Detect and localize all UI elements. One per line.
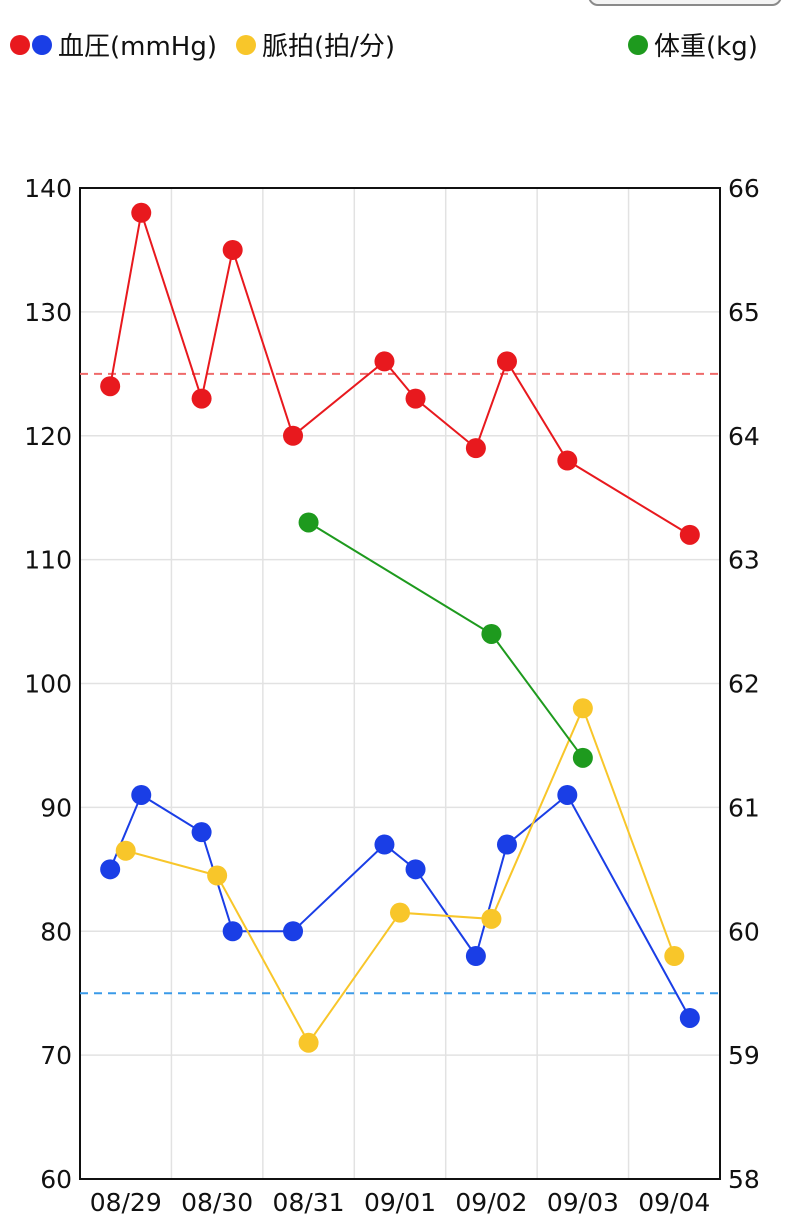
diastolic-data-point	[283, 921, 304, 942]
left-axis-tick-label: 140	[24, 174, 72, 203]
x-axis-tick-label: 09/02	[455, 1188, 527, 1215]
systolic-data-point	[374, 351, 395, 372]
pulse-data-point	[390, 902, 410, 923]
diastolic-data-point	[679, 1007, 700, 1028]
pulse-data-point	[664, 946, 685, 967]
right-axis-tick-label: 62	[728, 670, 760, 699]
systolic-data-point	[131, 202, 152, 223]
pulse-data-point	[207, 865, 228, 886]
left-axis-tick-label: 80	[40, 917, 72, 946]
diastolic-dot-icon	[32, 34, 52, 55]
weight-dot-icon	[628, 34, 648, 55]
weight-data-point	[298, 512, 319, 533]
right-axis-tick-label: 60	[728, 917, 760, 946]
diastolic-data-point	[374, 834, 395, 855]
systolic-data-point	[557, 450, 578, 471]
right-axis-tick-label: 65	[728, 298, 760, 327]
weight-data-point	[572, 747, 593, 768]
diastolic-data-point	[191, 822, 212, 843]
left-axis-tick-label: 60	[40, 1165, 72, 1194]
left-axis-tick-label: 100	[24, 670, 72, 699]
legend-bp-label: 血圧(mmHg)	[58, 32, 217, 62]
x-axis-tick-label: 08/29	[90, 1188, 162, 1215]
right-axis-tick-label: 61	[728, 793, 760, 822]
left-axis-tick-label: 130	[24, 298, 72, 327]
systolic-data-point	[100, 376, 121, 397]
systolic-data-point	[405, 388, 426, 409]
systolic-data-point	[496, 351, 517, 372]
systolic-data-point	[465, 438, 486, 459]
legend-pulse-label: 脈拍(拍/分)	[262, 32, 396, 62]
diastolic-data-point	[496, 834, 517, 855]
x-axis-tick-label: 08/30	[181, 1188, 253, 1215]
right-axis-tick-label: 63	[728, 546, 760, 575]
diastolic-data-point	[100, 859, 121, 880]
legend-pulse: 脈拍(拍/分)	[236, 26, 395, 63]
systolic-data-point	[679, 524, 700, 545]
right-axis-tick-label: 64	[728, 422, 760, 451]
right-axis-tick-label: 59	[728, 1041, 760, 1070]
diastolic-data-point	[222, 921, 243, 942]
diastolic-data-point	[465, 946, 486, 967]
right-axis-tick-label: 66	[728, 174, 760, 203]
left-axis-tick-label: 110	[24, 546, 72, 575]
pulse-data-point	[481, 908, 502, 929]
pulse-data-point	[115, 840, 136, 861]
chart-legend: 血圧(mmHg) 脈拍(拍/分) 体重(kg)	[0, 22, 800, 66]
x-axis-tick-label: 08/31	[273, 1188, 345, 1215]
systolic-data-point	[191, 388, 212, 409]
pulse-data-point	[298, 1032, 319, 1053]
weight-data-point	[481, 623, 502, 644]
x-axis-tick-label: 09/03	[547, 1188, 619, 1215]
x-axis-tick-label: 09/01	[364, 1188, 436, 1215]
legend-weight: 体重(kg)	[628, 26, 758, 63]
pulse-data-point	[572, 698, 593, 719]
left-axis-tick-label: 120	[24, 422, 72, 451]
pulse-dot-icon	[236, 34, 256, 55]
left-axis-tick-label: 90	[40, 793, 72, 822]
systolic-data-point	[283, 425, 304, 446]
right-axis-tick-label: 58	[728, 1165, 760, 1194]
legend-weight-label: 体重(kg)	[654, 32, 758, 62]
x-axis-tick-label: 09/04	[638, 1188, 710, 1215]
legend-blood-pressure: 血圧(mmHg)	[10, 26, 217, 63]
systolic-data-point	[222, 239, 243, 260]
diastolic-data-point	[557, 784, 578, 805]
systolic-dot-icon	[10, 34, 30, 55]
diastolic-data-point	[131, 784, 152, 805]
plot-frame	[79, 187, 721, 1180]
diastolic-data-point	[405, 859, 426, 880]
left-axis-tick-label: 70	[40, 1041, 72, 1070]
